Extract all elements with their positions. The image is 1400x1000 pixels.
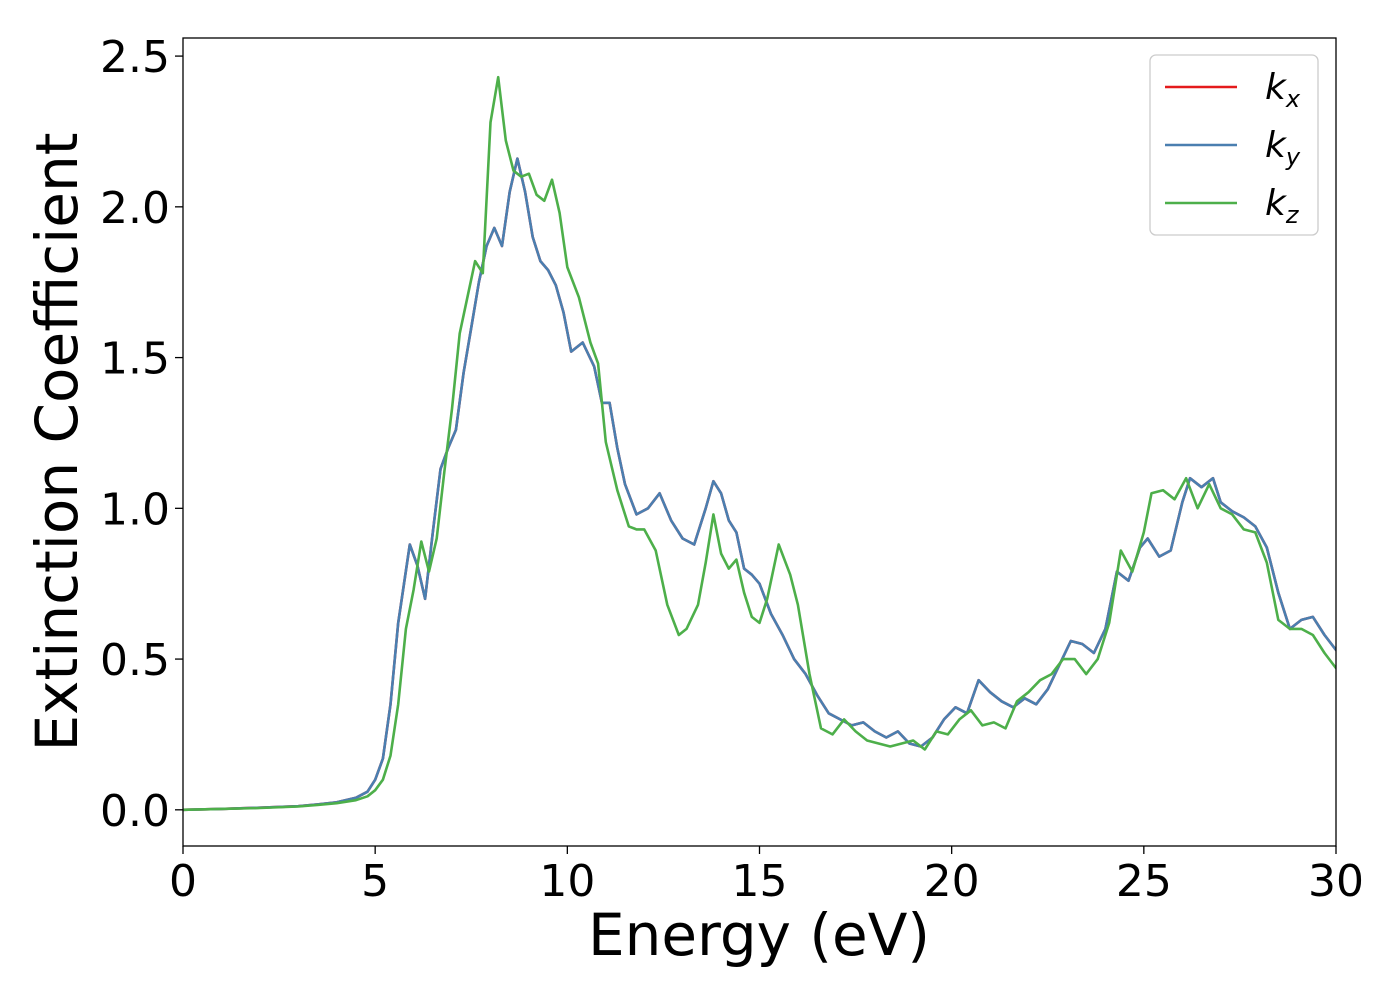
legend-label-kx: kx — [1265, 67, 1301, 113]
series-line-kz — [183, 75, 1336, 812]
x-tick-label: 15 — [732, 856, 788, 907]
y-tick-label: 0.5 — [100, 635, 170, 686]
y-tick-label: 2.0 — [100, 183, 170, 234]
y-tick-label: 1.5 — [100, 334, 170, 385]
x-tick-label: 5 — [361, 856, 389, 907]
legend-label-ky: ky — [1265, 125, 1301, 171]
x-tick-label: 30 — [1308, 856, 1364, 907]
x-tick-label: 10 — [539, 856, 595, 907]
x-axis-label: Energy (eV) — [588, 901, 930, 969]
x-tick-label: 25 — [1116, 856, 1172, 907]
series-lines — [183, 75, 1336, 812]
series-line-kx — [183, 157, 1336, 812]
legend-label-kz: kz — [1265, 183, 1300, 229]
y-tick-label: 1.0 — [100, 484, 170, 535]
x-axis-ticks: 0 5 10 15 20 25 30 — [169, 846, 1364, 907]
x-tick-label: 20 — [924, 856, 980, 907]
y-axis-label: Extinction Coefficient — [23, 133, 91, 752]
y-axis-ticks: 0.0 0.5 1.0 1.5 2.0 2.5 — [100, 32, 183, 837]
series-line-ky — [183, 157, 1336, 812]
y-tick-label: 2.5 — [100, 32, 170, 83]
legend: kx ky kz — [1149, 54, 1319, 236]
y-tick-label: 0.0 — [100, 786, 170, 837]
x-tick-label: 0 — [169, 856, 197, 907]
